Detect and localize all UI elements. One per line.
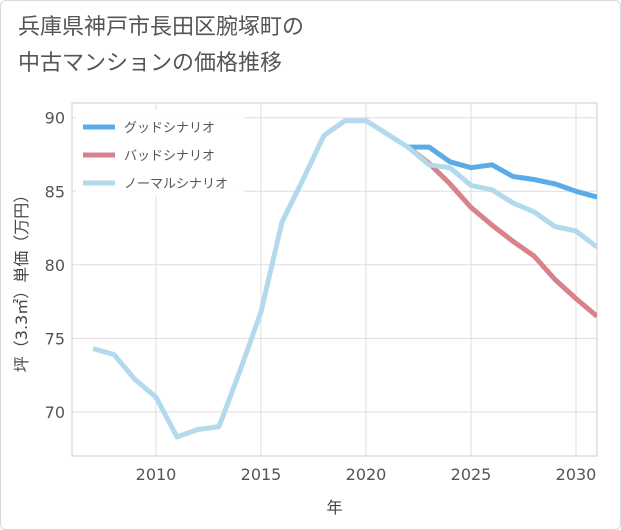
series-line-good — [408, 144, 597, 200]
legend-label-normal: ノーマルシナリオ — [124, 177, 228, 192]
plot-area-border — [71, 102, 598, 457]
y-tick-label-80: 80 — [45, 256, 65, 275]
y-tick-label-75: 75 — [45, 329, 65, 348]
x-axis-label: 年 — [326, 498, 342, 517]
y-tick-label-90: 90 — [45, 109, 65, 128]
legend-label-good: グッドシナリオ — [124, 121, 215, 136]
x-tick-label-2025: 2025 — [451, 465, 492, 484]
y-tick-label-85: 85 — [45, 182, 65, 201]
chart-title: 兵庫県神戸市長田区腕塚町の 中古マンションの価格推移 — [18, 15, 305, 76]
y-tick-label-70: 70 — [45, 403, 65, 422]
x-tick-label-2010: 2010 — [136, 465, 177, 484]
x-tick-label-2015: 2015 — [241, 465, 282, 484]
legend-label-bad: バッドシナリオ — [124, 149, 215, 164]
x-tick-label-2030: 2030 — [556, 465, 597, 484]
series-line-normal — [92, 118, 597, 440]
series-line-bad — [406, 145, 597, 319]
y-axis-label: 坪（3.3㎡）単価（万円） — [12, 187, 31, 372]
x-tick-label-2020: 2020 — [346, 465, 387, 484]
